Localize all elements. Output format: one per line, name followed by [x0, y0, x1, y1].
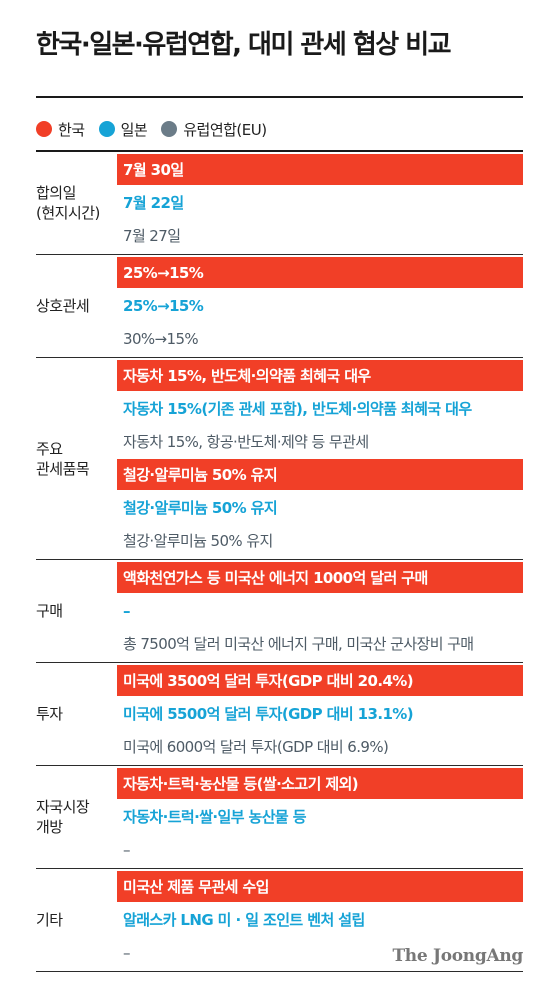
- row-eu: –: [123, 943, 131, 962]
- section-other: 기타 미국산 제품 무관세 수입 알래스카 LNG 미 · 일 조인트 벤처 설…: [36, 869, 523, 972]
- row-korea: 철강·알루미늄 50% 유지: [117, 459, 523, 490]
- row-japan: 철강·알루미늄 50% 유지: [123, 499, 278, 517]
- section-reciprocal-tariff: 상호관세 25%→15% 25%→15% 30%→15%: [36, 255, 523, 358]
- row-eu: 자동차 15%, 항공·반도체·제약 등 무관세: [123, 433, 369, 451]
- page-title: 한국·일본·유럽연합, 대미 관세 협상 비교: [36, 30, 452, 60]
- row-japan: 25%→15%: [123, 296, 204, 315]
- legend-label: 유럽연합(EU): [183, 120, 267, 139]
- section-label: 상호관세: [36, 297, 90, 315]
- legend: 한국 일본 유럽연합(EU): [36, 116, 281, 142]
- row-korea: 액화천연가스 등 미국산 에너지 1000억 달러 구매: [117, 562, 523, 593]
- section-label: 합의일 (현지시간): [36, 184, 100, 222]
- legend-item-eu: 유럽연합(EU): [161, 119, 267, 140]
- row-eu: 미국에 6000억 달러 투자(GDP 대비 6.9%): [123, 738, 389, 756]
- row-japan: 7월 22일: [123, 194, 184, 212]
- section-label: 구매: [36, 602, 63, 620]
- section-label: 기타: [36, 911, 63, 929]
- brand-logo: The JoongAng: [392, 946, 523, 966]
- section-purchase: 구매 액화천연가스 등 미국산 에너지 1000억 달러 구매 – 총 7500…: [36, 560, 523, 663]
- row-korea: 자동차 15%, 반도체·의약품 최혜국 대우: [117, 360, 523, 391]
- legend-item-japan: 일본: [98, 119, 148, 140]
- row-korea: 25%→15%: [117, 257, 523, 288]
- row-korea: 7월 30일: [117, 154, 523, 185]
- section-rows: 7월 30일 7월 22일 7월 27일: [117, 152, 523, 254]
- row-japan: 자동차·트럭·쌀·일부 농산물 등: [123, 808, 307, 826]
- row-eu: –: [123, 840, 131, 859]
- section-rows: 자동차·트럭·농산물 등(쌀·소고기 제외) 자동차·트럭·쌀·일부 농산물 등…: [117, 766, 523, 868]
- section-investment: 투자 미국에 3500억 달러 투자(GDP 대비 20.4%) 미국에 550…: [36, 663, 523, 766]
- legend-dot-icon: [161, 121, 178, 137]
- row-eu: 총 7500억 달러 미국산 에너지 구매, 미국산 군사장비 구매: [123, 635, 474, 653]
- section-label: 주요 관세품목: [36, 439, 90, 478]
- section-rows: 액화천연가스 등 미국산 에너지 1000억 달러 구매 – 총 7500억 달…: [117, 560, 523, 662]
- section-rows: 25%→15% 25%→15% 30%→15%: [117, 255, 523, 357]
- section-agreement-date: 합의일 (현지시간) 7월 30일 7월 22일 7월 27일: [36, 152, 523, 255]
- section-rows: 미국에 3500억 달러 투자(GDP 대비 20.4%) 미국에 5500억 …: [117, 663, 523, 765]
- legend-item-korea: 한국: [36, 119, 85, 140]
- section-main-tariff-items: 주요 관세품목 자동차 15%, 반도체·의약품 최혜국 대우 자동차 15%(…: [36, 358, 523, 560]
- row-eu: 철강·알루미늄 50% 유지: [123, 532, 273, 550]
- row-korea: 미국산 제품 무관세 수입: [117, 871, 523, 902]
- comparison-table: 합의일 (현지시간) 7월 30일 7월 22일 7월 27일 상호관세 25%…: [36, 152, 523, 972]
- row-eu: 7월 27일: [123, 227, 181, 245]
- legend-label: 한국: [58, 120, 85, 139]
- row-japan: 미국에 5500억 달러 투자(GDP 대비 13.1%): [123, 705, 414, 723]
- row-eu: 30%→15%: [123, 329, 199, 348]
- legend-dot-icon: [36, 121, 52, 137]
- section-market-opening: 자국시장 개방 자동차·트럭·농산물 등(쌀·소고기 제외) 자동차·트럭·쌀·…: [36, 766, 523, 869]
- section-label: 자국시장 개방: [36, 798, 90, 836]
- legend-dot-icon: [98, 121, 115, 137]
- section-rows: 미국산 제품 무관세 수입 알래스카 LNG 미 · 일 조인트 벤처 설립 –: [117, 869, 523, 971]
- legend-label: 일본: [120, 120, 148, 139]
- row-korea: 자동차·트럭·농산물 등(쌀·소고기 제외): [117, 768, 523, 799]
- row-korea: 미국에 3500억 달러 투자(GDP 대비 20.4%): [117, 665, 523, 696]
- legend-divider: [36, 150, 523, 152]
- row-japan: 자동차 15%(기존 관세 포함), 반도체·의약품 최혜국 대우: [123, 400, 472, 418]
- section-label: 투자: [36, 705, 63, 723]
- title-divider: [36, 96, 523, 98]
- section-rows: 자동차 15%, 반도체·의약품 최혜국 대우 자동차 15%(기존 관세 포함…: [117, 358, 523, 559]
- row-japan: 알래스카 LNG 미 · 일 조인트 벤처 설립: [123, 911, 365, 929]
- row-japan: –: [123, 601, 131, 620]
